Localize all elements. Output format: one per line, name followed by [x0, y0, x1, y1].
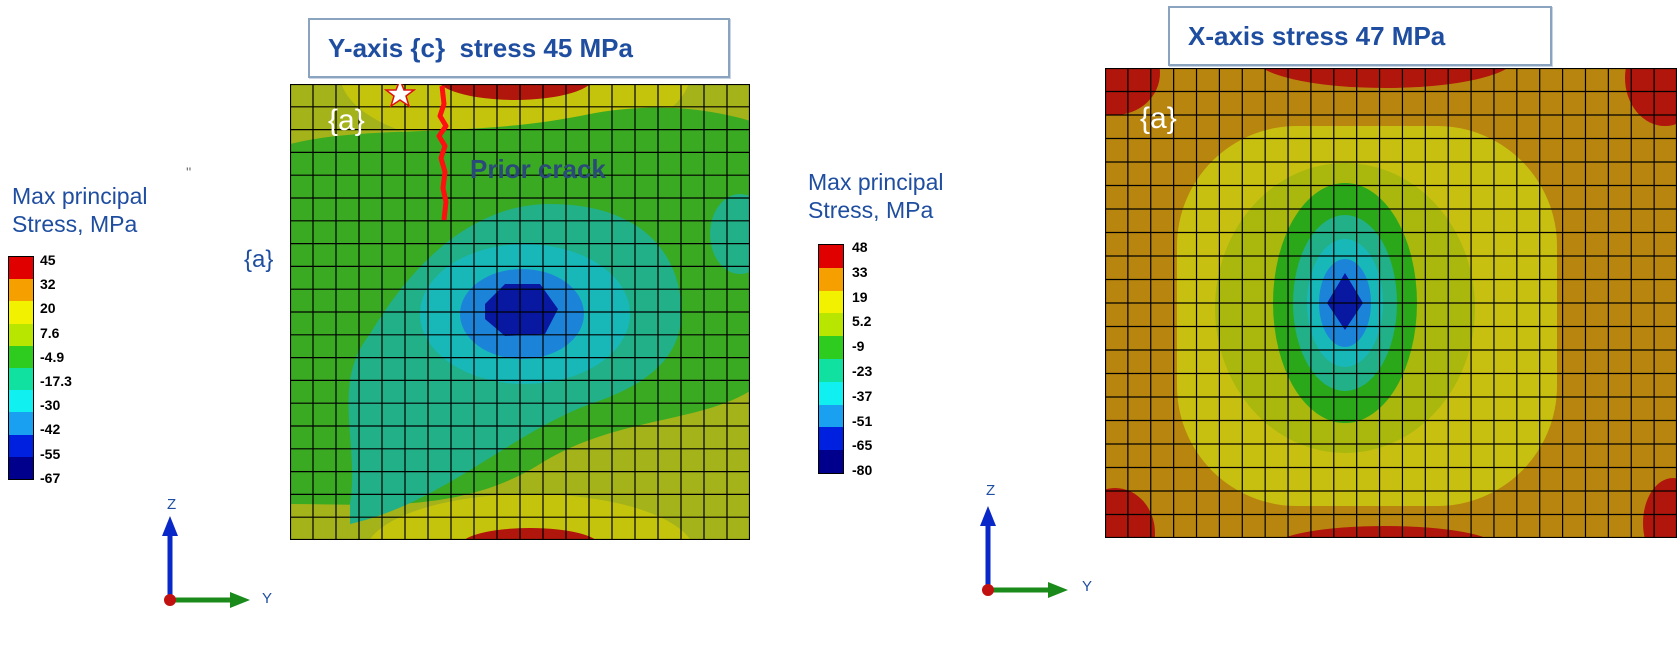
left-color-legend	[8, 256, 34, 480]
right-triad-y-label: Y	[1082, 578, 1093, 595]
left-plate-label: {a}	[328, 104, 365, 137]
left-legend-title-line2: Stress, MPa	[12, 211, 138, 237]
left-title: Y-axis {c} stress 45 MPa	[328, 33, 633, 63]
right-legend-value: -37	[852, 387, 873, 404]
right-legend-value: -51	[852, 412, 873, 429]
right-legend-swatch	[819, 404, 843, 428]
right-legend-value: 33	[852, 263, 868, 280]
left-legend-value: -42	[40, 421, 61, 438]
left-legend-swatch	[9, 456, 33, 479]
right-triad-z-label: Z	[986, 482, 996, 499]
left-legend-value: 45	[40, 252, 56, 268]
right-legend-value: -23	[852, 363, 873, 379]
stray-mark: ''	[186, 164, 192, 180]
right-legend-swatch	[819, 290, 843, 314]
right-legend-title-line2: Stress, MPa	[808, 197, 934, 223]
right-legend-swatch	[819, 450, 843, 473]
left-legend-value: 20	[40, 300, 56, 317]
right-legend-swatch	[819, 245, 843, 268]
origin-dot-icon	[982, 584, 994, 596]
left-stress-contour-plot: Prior crack	[290, 84, 750, 540]
right-legend-value: -9	[852, 338, 865, 355]
right-legend-swatch	[819, 336, 843, 359]
left-legend-title: Max principal Stress, MPa	[12, 182, 148, 238]
right-legend-swatch	[819, 313, 843, 337]
z-arrow-icon	[980, 506, 996, 526]
left-legend-value: -17.3	[40, 373, 72, 389]
left-triad-z-label: Z	[167, 496, 177, 513]
origin-dot-icon	[164, 594, 176, 606]
z-arrow-icon	[162, 516, 178, 536]
right-legend-title-line1: Max principal	[808, 169, 944, 195]
left-side-label: {a}	[244, 246, 274, 273]
left-legend-swatch	[9, 367, 33, 391]
right-title: X-axis stress 47 MPa	[1188, 21, 1446, 51]
right-legend-value: -80	[852, 462, 873, 479]
left-legend-swatch	[9, 257, 33, 280]
right-legend-value: -65	[852, 437, 873, 454]
left-legend-value: -4.9	[40, 348, 65, 365]
right-legend-value: 19	[852, 288, 868, 305]
left-legend-swatch	[9, 434, 33, 457]
right-legend-swatch	[819, 427, 843, 451]
right-legend-value: 48	[852, 239, 868, 255]
prior-crack-label: Prior crack	[470, 154, 606, 184]
left-legend-swatch	[9, 279, 33, 302]
prior-crack-line	[436, 85, 449, 221]
right-legend-swatch	[819, 358, 843, 382]
y-arrow-icon	[1048, 582, 1068, 598]
y-arrow-icon	[230, 592, 250, 608]
left-legend-swatch	[9, 301, 33, 324]
left-legend-value: 32	[40, 276, 56, 293]
right-color-legend	[818, 244, 844, 474]
left-legend-value: -30	[40, 397, 61, 414]
star-marker-icon	[383, 84, 417, 108]
left-legend-value: -55	[40, 445, 61, 462]
right-legend-title: Max principal Stress, MPa	[808, 168, 944, 224]
left-legend-value: 7.6	[40, 324, 60, 341]
right-legend-value: 5.2	[852, 313, 872, 330]
right-legend-swatch	[819, 267, 843, 291]
left-legend-value: -67	[40, 469, 61, 486]
left-legend-swatch	[9, 323, 33, 346]
right-title-box: X-axis stress 47 MPa	[1168, 6, 1552, 66]
left-legend-swatch	[9, 412, 33, 435]
right-plate-label: {a}	[1140, 102, 1177, 135]
right-axis-triad	[980, 506, 1068, 598]
left-axis-triad	[162, 516, 250, 608]
left-legend-swatch	[9, 390, 33, 413]
right-legend-swatch	[819, 381, 843, 405]
left-legend-swatch	[9, 345, 33, 368]
left-title-box: Y-axis {c} stress 45 MPa	[308, 18, 730, 78]
left-triad-y-label: Y	[262, 590, 273, 607]
left-legend-title-line1: Max principal	[12, 183, 148, 209]
right-stress-contour-plot	[1105, 68, 1677, 538]
